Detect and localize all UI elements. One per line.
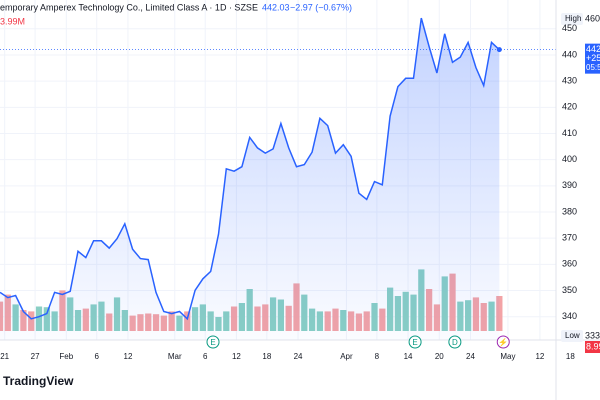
y-tick-label: 420 — [562, 102, 577, 112]
y-tick-label: 370 — [562, 233, 577, 243]
price-tag — [585, 43, 600, 74]
x-tick-label: 21 — [0, 352, 9, 361]
y-tick-label: 380 — [562, 206, 577, 216]
volume-label: 3.99M — [0, 16, 25, 26]
x-tick-label: 14 — [404, 352, 413, 361]
last-point — [496, 47, 502, 53]
x-tick-label: 27 — [31, 352, 40, 361]
y-tick-label: 410 — [562, 128, 577, 138]
y-tick-label: 440 — [562, 49, 577, 59]
x-tick-label: 24 — [466, 352, 475, 361]
x-tick-label: 12 — [232, 352, 241, 361]
x-tick-label: 8 — [375, 352, 380, 361]
y-tick-label: 450 — [562, 23, 577, 33]
y-tick-label: 350 — [562, 285, 577, 295]
y-tick-label: 400 — [562, 154, 577, 164]
event-marker — [206, 335, 220, 349]
change-tag-text: +25. — [586, 53, 600, 63]
high-label: High — [565, 14, 581, 23]
x-tick-label: Apr — [340, 352, 353, 361]
price-change: −2.97 (−0.67%) — [290, 2, 352, 12]
low-tag — [561, 330, 583, 342]
high-tag — [561, 13, 583, 25]
volume-tag-text: 8.99 — [586, 341, 600, 351]
event-label: ⚡ — [498, 337, 508, 347]
logo: TradingView — [3, 374, 74, 388]
x-tick-label: May — [500, 352, 515, 361]
x-tick-label: Mar — [168, 352, 182, 361]
y-tick-label: 360 — [562, 259, 577, 269]
x-tick-label: 20 — [435, 352, 444, 361]
x-tick-label: 18 — [566, 352, 575, 361]
event-marker — [408, 335, 422, 349]
x-tick-label: 12 — [124, 352, 133, 361]
high-value: 460. — [585, 13, 600, 23]
volume-bar — [496, 296, 503, 331]
event-label: D — [452, 338, 458, 347]
event-label: E — [210, 338, 215, 347]
price-tag-text: 442. — [586, 44, 600, 54]
volume-tag — [585, 341, 600, 353]
x-tick-label: Feb — [59, 352, 73, 361]
y-tick-label: 430 — [562, 76, 577, 86]
low-value: 333. — [585, 330, 600, 340]
price-area — [0, 18, 500, 340]
countdown-tag-text: 05:5 — [586, 63, 600, 72]
price-line — [0, 17, 500, 321]
x-tick-label: 12 — [535, 352, 544, 361]
event-marker — [448, 335, 462, 349]
low-label: Low — [565, 331, 580, 340]
x-tick-label: 6 — [95, 352, 100, 361]
y-tick-label: 390 — [562, 180, 577, 190]
last-price: 442.03 — [262, 2, 290, 12]
chart-title: emporary Amperex Technology Co., Limited… — [0, 2, 258, 12]
x-tick-label: 24 — [294, 352, 303, 361]
event-label: E — [412, 338, 417, 347]
x-tick-label: 18 — [262, 352, 271, 361]
event-marker — [496, 335, 510, 349]
x-tick-label: 6 — [203, 352, 208, 361]
y-tick-label: 340 — [562, 311, 577, 321]
